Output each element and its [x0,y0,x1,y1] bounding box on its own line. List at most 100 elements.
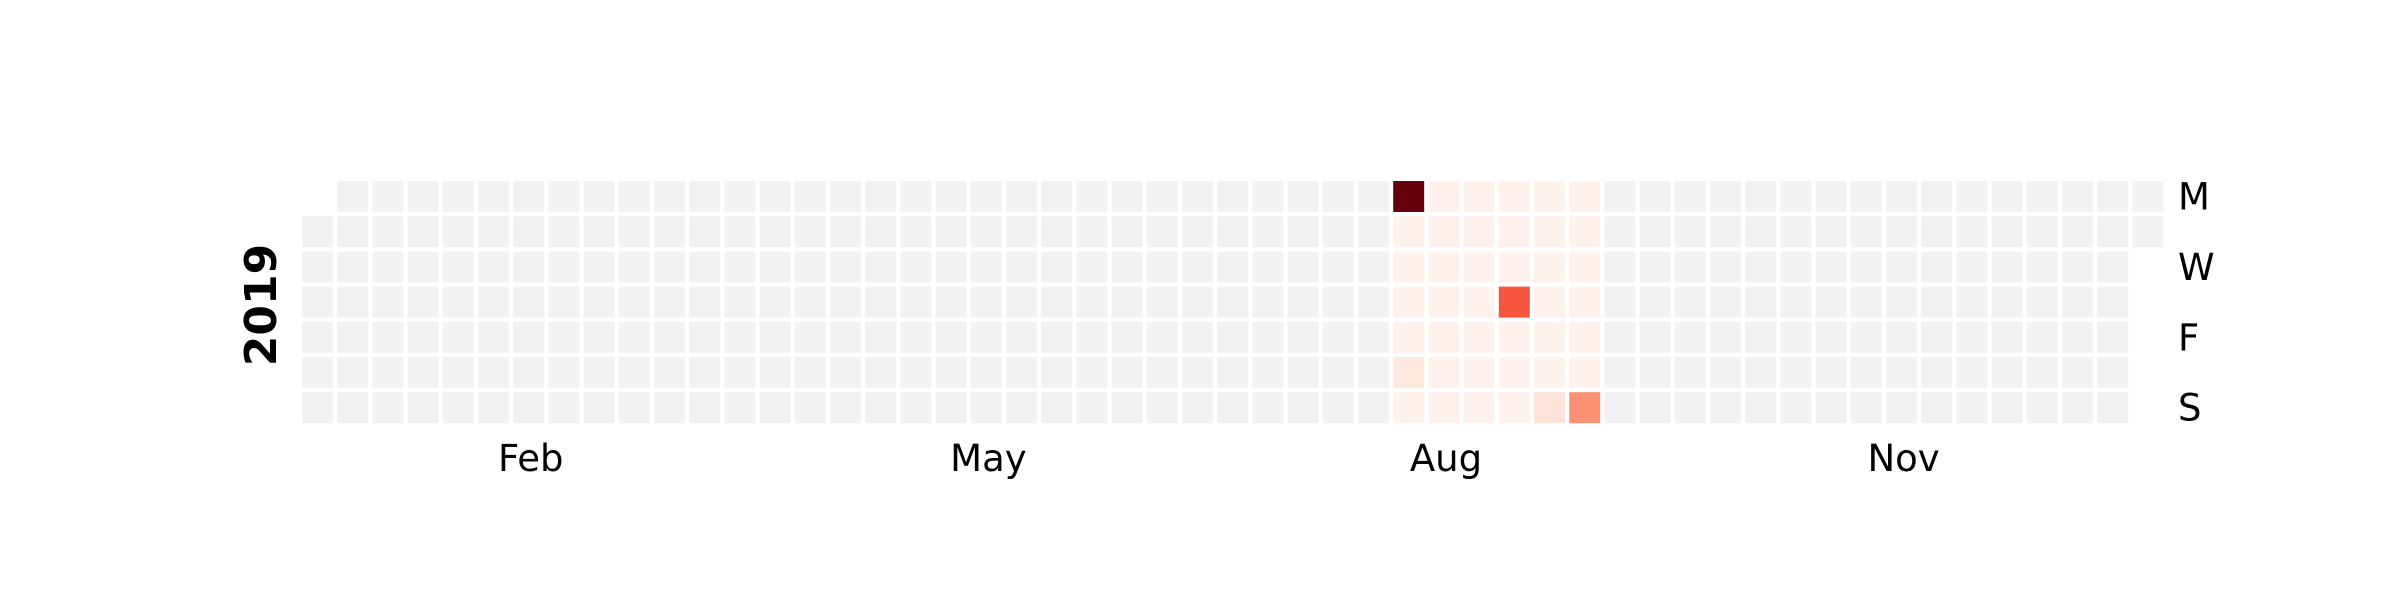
heatmap-cell [1076,357,1108,388]
heatmap-cell [1815,392,1847,424]
heatmap-cell [1006,216,1037,248]
heatmap-cell [1146,321,1178,353]
heatmap-cell [337,392,369,424]
heatmap-cell [513,357,545,388]
heatmap-cell [900,357,932,388]
heatmap-cell [1182,286,1213,318]
heatmap-cell [1358,392,1389,424]
heatmap-cell [1815,251,1847,283]
heatmap-cell [759,251,791,283]
heatmap-cell [1287,251,1319,283]
heatmap-cell [1393,216,1425,248]
heatmap-cell [478,392,509,424]
heatmap-cell [1745,357,1777,388]
heatmap-cell [337,286,369,318]
heatmap-cell [1111,286,1143,318]
heatmap-cell [2097,286,2129,318]
heatmap-cell [2062,286,2093,318]
x-axis-month-labels: Feb May Aug Nov [498,437,1940,480]
heatmap-cell [1745,392,1777,424]
heatmap-cell [1006,392,1037,424]
heatmap-cell [1146,251,1178,283]
heatmap-cell [1006,286,1037,318]
heatmap-cell [1498,392,1530,424]
heatmap-cell [935,251,967,283]
heatmap-cell [1358,321,1389,353]
heatmap-cell [1850,392,1882,424]
heatmap-cell [1604,251,1636,283]
heatmap-cell [1146,286,1178,318]
heatmap-cell [724,251,756,283]
heatmap-cell [794,251,826,283]
heatmap-cell [372,357,404,388]
heatmap-cell [970,286,1002,318]
heatmap-cell [1886,392,1917,424]
heatmap-cell [1463,181,1495,212]
heatmap-cell [618,181,650,212]
heatmap-cell [1252,321,1284,353]
heatmap-cell [372,286,404,318]
heatmap-cell [2062,392,2093,424]
heatmap-cell [1182,321,1213,353]
heatmap-cell [1604,357,1636,388]
heatmap-cell [1428,321,1460,353]
heatmap-cell [689,181,721,212]
year-label: 2019 [236,244,287,366]
heatmap-cell [302,392,333,424]
heatmap-cell [407,181,439,212]
heatmap-cell [1393,286,1425,318]
heatmap-cell [2132,216,2164,248]
heatmap-cell [1710,357,1741,388]
heatmap-cell [1393,251,1425,283]
heatmap-cell [337,321,369,353]
heatmap-cell [1393,321,1425,353]
heatmap-cell [1146,181,1178,212]
heatmap-cell [724,181,756,212]
heatmap-cell [865,286,897,318]
heatmap-cell [2097,321,2129,353]
heatmap-cell [1569,392,1601,424]
heatmap-cell [1991,251,2023,283]
heatmap-cell [1076,181,1108,212]
heatmap-cell [478,181,509,212]
heatmap-cell [900,216,932,248]
heatmap-cell [1815,216,1847,248]
heatmap-cell [1463,251,1495,283]
heatmap-cell [1745,216,1777,248]
heatmap-cell [794,357,826,388]
heatmap-cell [1498,251,1530,283]
heatmap-cell [1076,321,1108,353]
heatmap-cell [689,286,721,318]
heatmap-cell [442,181,474,212]
heatmap-cell [618,216,650,248]
heatmap-cell [865,392,897,424]
heatmap-cell [1428,357,1460,388]
heatmap-cell [1780,216,1812,248]
heatmap-cell [407,357,439,388]
heatmap-cell [583,321,615,353]
heatmap-cell [2097,357,2129,388]
heatmap-cell [1569,321,1601,353]
heatmap-cell [1041,181,1073,212]
heatmap-cell [1639,286,1671,318]
heatmap-cell [1287,357,1319,388]
heatmap-cell [1815,357,1847,388]
heatmap-cell [1041,392,1073,424]
heatmap-cell [618,286,650,318]
heatmap-cell [1076,392,1108,424]
heatmap-cell [865,216,897,248]
heatmap-cell [689,216,721,248]
heatmap-cell [724,216,756,248]
heatmap-cell [1674,251,1706,283]
heatmap-cell [1956,321,1988,353]
heatmap-cell [1041,286,1073,318]
heatmap-cell [372,216,404,248]
heatmap-cell [794,216,826,248]
heatmap-cell [1287,216,1319,248]
heatmap-cell [830,286,861,318]
heatmap-cell [1182,357,1213,388]
heatmap-cell [1322,181,1354,212]
heatmap-cell [2097,392,2129,424]
heatmap-cell [1921,216,1953,248]
